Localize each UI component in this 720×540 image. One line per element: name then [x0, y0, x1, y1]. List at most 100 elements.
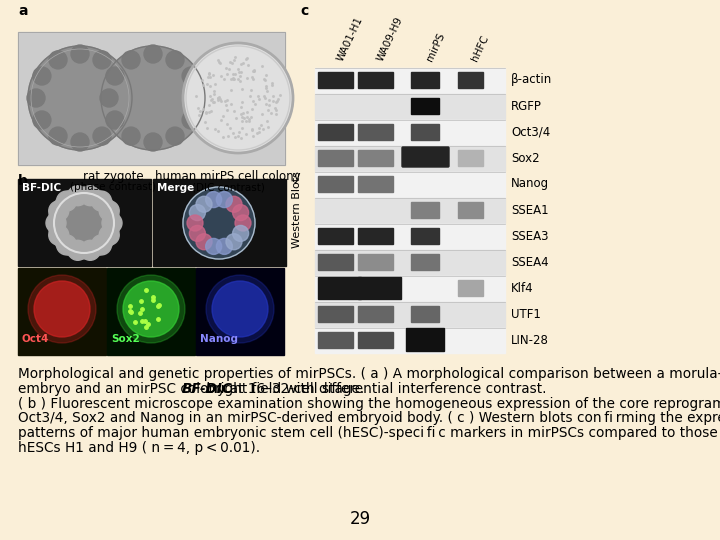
Circle shape — [71, 45, 89, 63]
Text: WA01-H1: WA01-H1 — [335, 15, 364, 63]
Circle shape — [48, 187, 120, 259]
Bar — [411, 124, 439, 140]
Circle shape — [182, 67, 200, 85]
Circle shape — [34, 281, 90, 337]
Text: c: c — [300, 4, 308, 18]
Bar — [458, 72, 483, 88]
Circle shape — [144, 133, 162, 151]
Circle shape — [196, 196, 212, 212]
Bar — [358, 332, 393, 348]
Circle shape — [109, 111, 127, 129]
Bar — [411, 228, 439, 244]
Text: (phase contrast): (phase contrast) — [70, 182, 156, 192]
Bar — [315, 120, 505, 145]
Bar — [406, 328, 444, 351]
Bar — [358, 150, 393, 166]
Circle shape — [106, 111, 124, 129]
Bar — [315, 172, 505, 197]
Circle shape — [122, 51, 140, 69]
Circle shape — [196, 234, 212, 250]
Circle shape — [212, 281, 268, 337]
Text: UTF1: UTF1 — [511, 307, 541, 321]
Circle shape — [101, 46, 205, 150]
Bar — [315, 276, 505, 301]
Text: Oct3/4: Oct3/4 — [511, 125, 550, 138]
Circle shape — [115, 89, 133, 107]
FancyBboxPatch shape — [402, 147, 449, 167]
Bar — [358, 228, 393, 244]
Bar — [358, 176, 393, 192]
Text: Nanog: Nanog — [511, 178, 549, 191]
Bar — [318, 72, 353, 88]
Circle shape — [106, 67, 124, 85]
Circle shape — [91, 191, 112, 211]
Text: 29: 29 — [349, 510, 371, 528]
Bar — [18, 32, 285, 165]
Circle shape — [182, 111, 200, 129]
Bar — [318, 176, 353, 192]
Circle shape — [216, 192, 233, 207]
Circle shape — [49, 201, 69, 221]
Bar — [18, 32, 285, 165]
Text: Merge: Merge — [157, 183, 194, 193]
Text: Sox2: Sox2 — [111, 334, 140, 344]
Circle shape — [28, 275, 96, 343]
Circle shape — [189, 205, 205, 220]
Bar — [318, 254, 353, 270]
Text: hESCs H1 and H9 ( n = 4, p < 0.01).: hESCs H1 and H9 ( n = 4, p < 0.01). — [18, 441, 260, 455]
Bar — [358, 124, 393, 140]
Bar — [315, 94, 505, 119]
Bar — [315, 146, 505, 171]
Bar — [315, 198, 505, 223]
Text: LIN-28: LIN-28 — [511, 334, 549, 347]
Bar — [18, 179, 151, 266]
Text: a: a — [18, 4, 27, 18]
Text: BF-DIC: BF-DIC — [22, 183, 61, 193]
Text: ( b ) Fluorescent microscope examination showing the homogeneous expression of t: ( b ) Fluorescent microscope examination… — [18, 396, 720, 410]
Circle shape — [166, 127, 184, 145]
Bar — [315, 224, 505, 249]
Text: Klf4: Klf4 — [511, 281, 534, 294]
Text: SSEA1: SSEA1 — [511, 204, 549, 217]
Text: Oct4: Oct4 — [22, 334, 50, 344]
Bar — [411, 72, 439, 88]
Text: human mirPS cell colony: human mirPS cell colony — [156, 170, 301, 183]
Circle shape — [80, 240, 100, 260]
Circle shape — [49, 51, 67, 69]
Text: rat zygote: rat zygote — [83, 170, 143, 183]
Circle shape — [166, 51, 184, 69]
Text: Nanog: Nanog — [200, 334, 238, 344]
Bar — [411, 98, 439, 114]
Circle shape — [233, 225, 248, 241]
Bar — [318, 306, 353, 322]
Text: Oct3/4, Sox2 and Nanog in an mirPSC-derived embryoid body. ( c ) Western blots c: Oct3/4, Sox2 and Nanog in an mirPSC-deri… — [18, 411, 720, 426]
Bar — [18, 268, 106, 355]
Circle shape — [123, 281, 179, 337]
Circle shape — [68, 186, 88, 206]
Bar — [318, 332, 353, 348]
Bar — [153, 179, 286, 266]
Bar — [358, 72, 393, 88]
Bar — [358, 306, 393, 322]
Bar — [358, 277, 401, 299]
Circle shape — [99, 201, 120, 221]
Circle shape — [93, 51, 111, 69]
Circle shape — [188, 89, 206, 107]
Bar — [196, 268, 284, 355]
Circle shape — [33, 67, 51, 85]
Circle shape — [46, 213, 66, 233]
Circle shape — [93, 127, 111, 145]
Bar — [458, 280, 483, 296]
Text: Morphological and genetic properties of mirPSCs. ( a ) A morphological compariso: Morphological and genetic properties of … — [18, 367, 720, 381]
Text: β-actin: β-actin — [511, 73, 552, 86]
Text: BF-DIC: BF-DIC — [181, 382, 233, 396]
Bar — [315, 68, 505, 93]
Text: patterns of major human embryonic stem cell (hESC)-speci fi c markers in mirPSCs: patterns of major human embryonic stem c… — [18, 426, 720, 440]
Bar — [411, 202, 439, 218]
Circle shape — [28, 46, 132, 150]
Circle shape — [216, 238, 233, 254]
Text: Western Blots: Western Blots — [292, 172, 302, 248]
Text: b: b — [18, 174, 28, 188]
Circle shape — [189, 225, 205, 241]
Circle shape — [109, 67, 127, 85]
